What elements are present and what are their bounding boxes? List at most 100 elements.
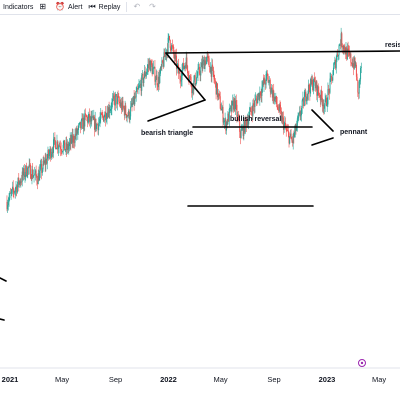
candle-body (34, 170, 36, 174)
undo-button[interactable]: ↶ (130, 0, 146, 14)
candle-body (219, 96, 221, 109)
candle-body (329, 78, 331, 93)
pennant-upper-line[interactable] (311, 109, 334, 132)
candle-body (141, 75, 143, 91)
candle-body (78, 125, 80, 131)
candle-body (24, 174, 26, 177)
candle-body (326, 104, 328, 106)
candle-body (30, 164, 32, 179)
candle-body (27, 166, 29, 175)
candle-body (103, 116, 105, 122)
candle-body (264, 78, 266, 84)
candle-body (45, 158, 47, 165)
candle-body (353, 63, 355, 69)
candle-body (65, 142, 67, 150)
layout-grid-button[interactable]: ⊞ (36, 0, 52, 14)
indicators-button[interactable]: Indicators (0, 0, 36, 14)
candle-body (107, 107, 109, 118)
badge-icon[interactable] (358, 359, 366, 367)
candle-body (34, 173, 36, 175)
candle-body (251, 112, 253, 116)
candle-body (80, 119, 82, 129)
alert-button[interactable]: ⏰ Alert (52, 0, 85, 14)
candle-body (14, 189, 16, 192)
resistance-line[interactable] (165, 50, 400, 54)
candle-body (237, 115, 239, 120)
candle-body (159, 73, 161, 83)
candle-body (138, 86, 140, 89)
candle-body (308, 84, 310, 90)
price-chart[interactable]: resist bearish triangle bullish reversal pe… (0, 14, 400, 400)
candle-body (318, 92, 320, 96)
candle-body (210, 66, 212, 77)
candle-body (64, 140, 66, 151)
candle-body (289, 133, 291, 137)
candle-body (180, 79, 182, 82)
candle-body (32, 169, 34, 178)
candle-body (146, 68, 148, 72)
candle-body (189, 76, 191, 78)
candle-body (285, 123, 287, 129)
candle-body (279, 104, 281, 109)
candle-body (204, 60, 206, 70)
candle-body (211, 64, 213, 77)
candle-body (91, 116, 93, 118)
pennant-lower-line[interactable] (311, 137, 334, 146)
left-marker-1[interactable] (0, 277, 7, 282)
candle-body (88, 114, 90, 118)
candle-body (62, 151, 64, 153)
candle-body (116, 94, 118, 105)
candle-body (27, 166, 29, 169)
candle-body (196, 77, 198, 84)
candle-body (144, 71, 146, 77)
candle-body (246, 120, 248, 126)
candle-body (322, 104, 324, 107)
candle-body (73, 142, 75, 144)
alert-clock-icon: ⏰ (55, 2, 66, 11)
candle-body (174, 54, 176, 59)
candle-body (180, 79, 182, 82)
candle-body (257, 96, 259, 104)
candle-body (342, 46, 344, 48)
candle-body (252, 103, 254, 116)
candle-body (337, 53, 339, 57)
candle-body (100, 113, 102, 115)
candle-body (137, 88, 139, 90)
candle-body (96, 124, 98, 129)
x-tick-label: May (214, 375, 228, 384)
redo-button[interactable]: ↷ (146, 0, 162, 14)
candle-body (207, 56, 209, 59)
candle-body (54, 137, 56, 142)
candle-body (175, 54, 177, 56)
candle-body (335, 60, 337, 69)
chart-toolbar: Indicators ⊞ ⏰ Alert ⏮ Replay ↶ ↷ (0, 0, 400, 15)
candle-body (352, 63, 354, 67)
candle-body (112, 98, 114, 102)
candle-body (201, 62, 203, 69)
candle-body (199, 73, 201, 76)
candle-body (303, 96, 305, 107)
candle-body (179, 72, 181, 80)
candle-body (157, 85, 159, 88)
candle-body (43, 160, 45, 164)
candle-body (10, 192, 12, 194)
candle-body (72, 135, 74, 143)
replay-button[interactable]: ⏮ Replay (85, 0, 123, 14)
candle-body (75, 133, 77, 136)
candle-body (328, 89, 330, 93)
candle-body (9, 192, 11, 194)
bearish-upper-line[interactable] (165, 52, 206, 101)
candle-body (316, 81, 318, 96)
candle-body (310, 78, 312, 94)
candle-body (148, 64, 150, 66)
candle-body (267, 76, 269, 83)
candle-body (298, 111, 300, 114)
candle-body (209, 66, 211, 73)
bearish-lower-line[interactable] (147, 99, 206, 122)
candle-body (332, 75, 334, 81)
left-marker-2[interactable] (0, 318, 5, 321)
candle-body (137, 87, 139, 90)
candle-body (327, 89, 329, 105)
candle-body (234, 98, 236, 110)
candle-body (290, 133, 292, 139)
